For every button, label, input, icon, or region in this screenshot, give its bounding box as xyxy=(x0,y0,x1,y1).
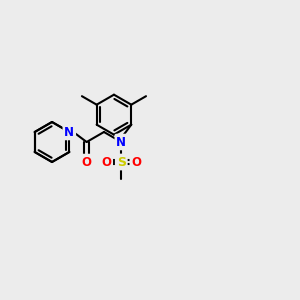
Text: N: N xyxy=(64,125,74,139)
Text: O: O xyxy=(101,155,111,169)
Text: S: S xyxy=(117,155,126,169)
Text: O: O xyxy=(82,155,92,169)
Text: N: N xyxy=(116,136,126,148)
Text: O: O xyxy=(131,155,141,169)
